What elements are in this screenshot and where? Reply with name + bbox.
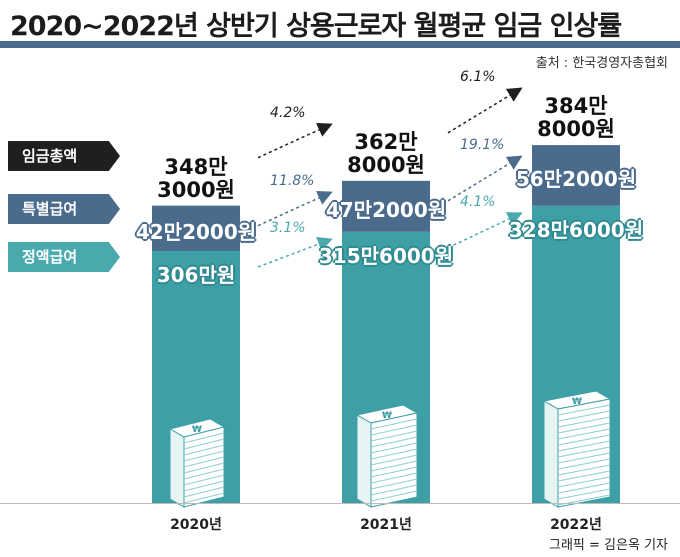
money-stack-line: [557, 428, 611, 440]
chart-title: 2020~2022년 상반기 상용근로자 월평균 임금 인상률: [10, 11, 622, 42]
money-stack-line: [557, 422, 611, 434]
won-symbol-icon: ₩: [572, 397, 582, 407]
money-stack-side-2: [543, 400, 559, 508]
bar-special-1: [342, 180, 430, 232]
money-stack-line: [183, 432, 225, 444]
legend-special: 특별급여: [8, 194, 120, 224]
growth-arrow-special-0: [257, 190, 333, 227]
regular-label-2: 328만6000원: [508, 217, 644, 242]
growth-label-special-0: 11.8%: [270, 172, 315, 189]
bar-special-0: [152, 205, 240, 251]
growth-arrow-total-1: [447, 87, 523, 134]
money-stack-line: [370, 448, 418, 460]
money-stack-line: [370, 466, 418, 478]
growth-label-regular-1: 4.1%: [460, 193, 496, 210]
money-stack-line: [183, 456, 225, 468]
money-stack-line: [557, 410, 611, 422]
money-stack-line: [370, 490, 418, 502]
money-stack-line: [183, 462, 225, 474]
money-stack-line: [370, 478, 418, 490]
money-stack-line: [183, 450, 225, 462]
special-label-2: 56만2000원: [515, 167, 637, 192]
money-stack-line: [183, 480, 225, 492]
money-stack-line: [370, 484, 418, 496]
money-stack-line: [557, 458, 611, 470]
money-stack-line: [370, 472, 418, 484]
x-tick-label-1: 2021년: [360, 517, 412, 533]
growth-arrow-regular-1: [447, 212, 523, 249]
money-stack-line: [557, 488, 611, 500]
money-stack-line: [370, 460, 418, 472]
money-stack-line: [557, 476, 611, 488]
growth-arrow-regular-0: [257, 237, 333, 268]
special-label-0: 42만2000원: [135, 220, 257, 245]
money-stack-line: [557, 482, 611, 494]
credit-text: 그래픽 = 김은옥 기자: [549, 538, 668, 553]
source-text: 출처 : 한국경영자총협회: [535, 56, 668, 71]
money-stack-line: [557, 452, 611, 464]
growth-label-regular-0: 3.1%: [270, 219, 306, 236]
money-stack-line: [557, 470, 611, 482]
regular-label-1: 315만6000원: [318, 243, 454, 268]
growth-label-total-1: 6.1%: [460, 69, 496, 86]
total-label-1: 362만 8000원: [347, 129, 425, 177]
money-stack-line: [370, 418, 418, 430]
growth-arrow-special-1: [447, 155, 523, 202]
won-symbol-icon: ₩: [382, 411, 392, 421]
regular-label-0: 306만원: [156, 263, 236, 287]
money-stack-side-0: [169, 428, 185, 508]
special-label-1: 47만2000원: [325, 198, 447, 223]
money-stack-line: [557, 464, 611, 476]
money-stack-line: [557, 404, 611, 416]
total-label-2: 384만 8000원: [537, 94, 615, 142]
x-axis-line: [0, 503, 680, 504]
x-tick-label-0: 2020년: [170, 517, 222, 533]
money-stack-line: [370, 430, 418, 442]
growth-arrow-total-0: [257, 122, 333, 159]
legend-total: 임금총액: [8, 141, 120, 171]
money-stack-line: [183, 468, 225, 480]
money-stack-line: [370, 454, 418, 466]
money-stack-line: [557, 446, 611, 458]
money-stack-line: [183, 438, 225, 450]
money-stack-line: [183, 492, 225, 504]
money-stack-line: [183, 444, 225, 456]
x-tick-label-2: 2022년: [550, 517, 602, 533]
money-stack-line: [557, 416, 611, 428]
total-label-0: 348만 3000원: [157, 154, 235, 202]
title-underline-bar: [0, 41, 680, 48]
money-stack-line: [557, 434, 611, 446]
legend-regular: 정액급여: [8, 242, 120, 272]
money-stack-line: [557, 440, 611, 452]
money-stack-line: [183, 474, 225, 486]
money-stack-line: [370, 442, 418, 454]
growth-label-total-0: 4.2%: [270, 104, 306, 121]
money-stack-line: [183, 486, 225, 498]
money-stack-line: [370, 424, 418, 436]
money-stack-line: [370, 436, 418, 448]
bar-special-2: [532, 145, 620, 206]
won-symbol-icon: ₩: [192, 425, 202, 435]
growth-label-special-1: 19.1%: [460, 137, 505, 154]
money-stack-side-1: [356, 414, 372, 508]
